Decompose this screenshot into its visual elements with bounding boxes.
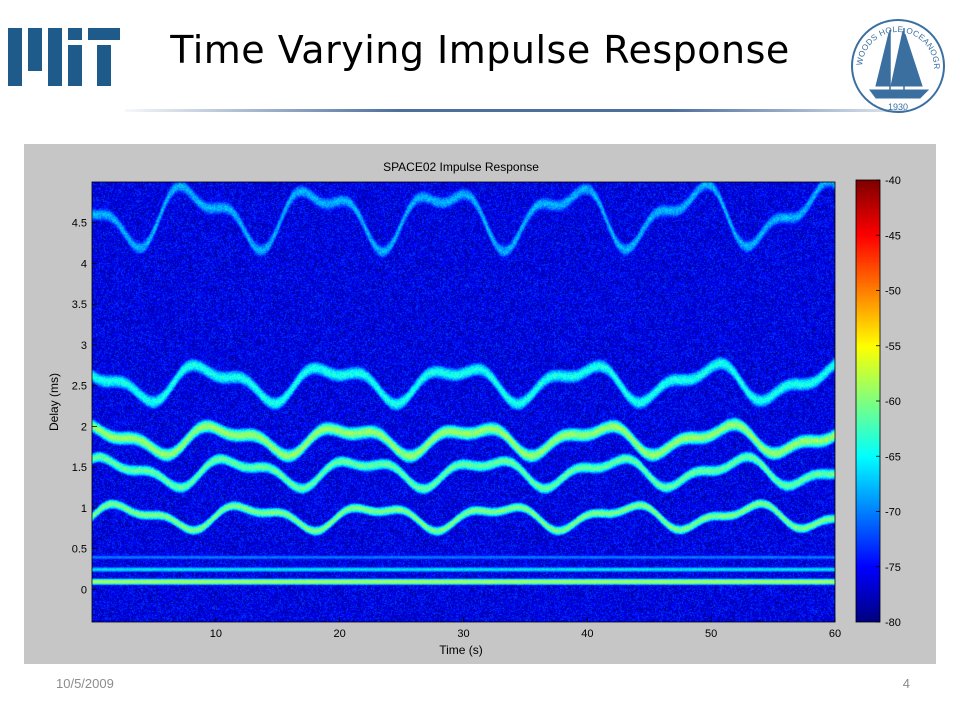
y-tick-label: 1 bbox=[81, 503, 87, 515]
mit-logo-bar-2 bbox=[28, 28, 42, 71]
colorbar-tick-label: -40 bbox=[885, 175, 901, 187]
mit-logo-bar-7 bbox=[97, 45, 111, 86]
whoi-logo-text: WOODS HOLE OCEANOGRAPHIC INSTITUTION bbox=[842, 6, 941, 70]
y-tick-label: 0 bbox=[81, 584, 87, 596]
whoi-logo: WOODS HOLE OCEANOGRAPHIC INSTITUTION 193… bbox=[842, 6, 945, 113]
x-axis: 10 20 30 40 50 60 bbox=[210, 617, 841, 640]
whoi-logo-ring bbox=[851, 19, 945, 113]
mit-logo-bar-5 bbox=[68, 45, 82, 86]
y-tick-label: 4 bbox=[81, 258, 87, 270]
slide-title: Time Varying Impulse Response bbox=[170, 28, 790, 72]
y-axis: 0 0.5 1 1.5 2 2.5 3 3.5 4 4.5 bbox=[72, 218, 97, 596]
colorbar-tick-label: -70 bbox=[885, 507, 901, 519]
whoi-ship-icon bbox=[869, 28, 930, 99]
footer-date: 10/5/2009 bbox=[56, 676, 114, 691]
y-tick-label: 1.5 bbox=[72, 462, 87, 474]
x-axis-label: Time (s) bbox=[439, 643, 483, 657]
y-tick-label: 4.5 bbox=[72, 218, 87, 230]
heatmap-canvas-holder bbox=[92, 182, 835, 622]
chart-title: SPACE02 Impulse Response bbox=[383, 160, 539, 174]
footer-page-number: 4 bbox=[902, 676, 910, 691]
colorbar-tick-label: -60 bbox=[885, 396, 901, 408]
title-divider bbox=[125, 109, 905, 112]
y-tick-label: 3.5 bbox=[72, 299, 87, 311]
mit-logo-bar-3 bbox=[48, 28, 62, 86]
x-tick-label: 30 bbox=[457, 628, 469, 640]
mit-logo-bar-1 bbox=[8, 28, 22, 86]
y-tick-label: 0.5 bbox=[72, 544, 87, 556]
colorbar-tick-label: -65 bbox=[885, 451, 901, 463]
x-tick-label: 60 bbox=[829, 628, 841, 640]
mit-logo-bar-4 bbox=[68, 28, 82, 40]
heatmap-canvas bbox=[92, 182, 835, 622]
y-axis-label: Delay (ms) bbox=[47, 373, 61, 431]
colorbar-tick-label: -55 bbox=[885, 341, 901, 353]
colorbar-axis: -40 -45 -50 -55 -60 -65 -70 -75 -80 bbox=[876, 175, 901, 629]
y-tick-label: 3 bbox=[81, 340, 87, 352]
y-tick-label: 2 bbox=[81, 421, 87, 433]
x-tick-label: 40 bbox=[581, 628, 593, 640]
y-tick-label: 2.5 bbox=[72, 381, 87, 393]
colorbar-tick-label: -75 bbox=[885, 562, 901, 574]
mit-logo bbox=[8, 28, 120, 86]
mit-logo-bar-6 bbox=[88, 28, 120, 40]
whoi-logo-year: 1930 bbox=[888, 102, 908, 112]
x-tick-label: 50 bbox=[705, 628, 717, 640]
impulse-response-figure: SPACE02 Impulse Response 10 20 30 40 50 60 00… bbox=[24, 144, 936, 664]
x-tick-label: 10 bbox=[210, 628, 222, 640]
colorbar-tick-label: -80 bbox=[885, 617, 901, 629]
colorbar-tick-label: -45 bbox=[885, 230, 901, 242]
x-tick-label: 20 bbox=[334, 628, 346, 640]
colorbar-tick-label: -50 bbox=[885, 286, 901, 298]
